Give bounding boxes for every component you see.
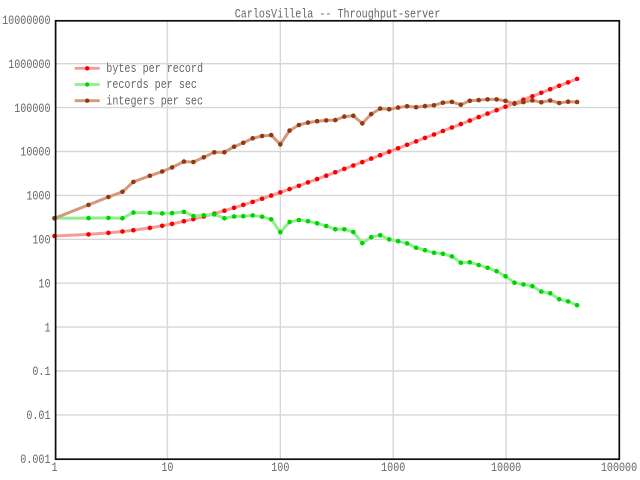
svg-text:bytes per record: bytes per record <box>106 61 203 77</box>
svg-text:1000: 1000 <box>26 188 50 204</box>
svg-text:100000: 100000 <box>14 101 50 117</box>
svg-text:1000: 1000 <box>381 460 405 476</box>
svg-text:1: 1 <box>44 320 50 336</box>
svg-text:CarlosVillela -- Throughput-se: CarlosVillela -- Throughput-server <box>235 6 440 22</box>
svg-text:10000: 10000 <box>20 144 50 160</box>
svg-text:1000000: 1000000 <box>8 57 50 73</box>
svg-text:100: 100 <box>271 460 289 476</box>
svg-text:records per sec: records per sec <box>106 77 197 93</box>
svg-text:integers per sec: integers per sec <box>106 93 203 109</box>
svg-text:100: 100 <box>32 232 50 248</box>
svg-text:10: 10 <box>161 460 173 476</box>
svg-text:0.1: 0.1 <box>32 364 50 380</box>
svg-text:10: 10 <box>38 276 50 292</box>
svg-text:10000: 10000 <box>491 460 521 476</box>
svg-text:1: 1 <box>51 460 57 476</box>
svg-text:0.001: 0.001 <box>20 452 50 468</box>
svg-text:0.01: 0.01 <box>26 408 50 424</box>
svg-text:10000000: 10000000 <box>2 13 50 29</box>
svg-text:100000: 100000 <box>601 460 637 476</box>
